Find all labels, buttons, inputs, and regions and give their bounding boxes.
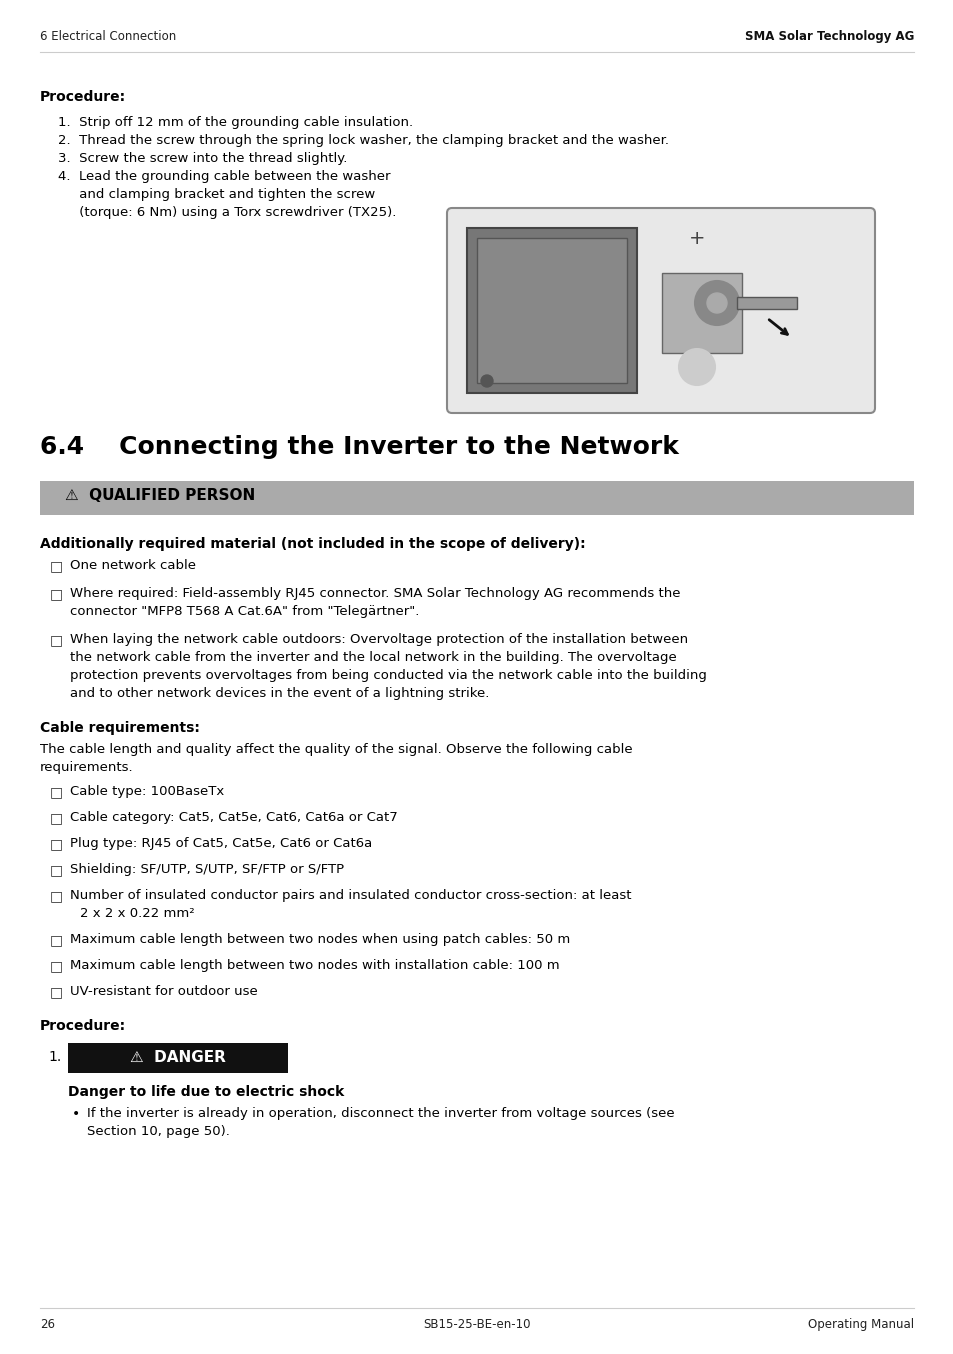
Text: the network cable from the inverter and the local network in the building. The o: the network cable from the inverter and … <box>70 651 676 663</box>
Text: Where required: Field-assembly RJ45 connector. SMA Solar Technology AG recommend: Where required: Field-assembly RJ45 conn… <box>70 588 679 600</box>
Text: □: □ <box>50 984 63 999</box>
Text: Maximum cable length between two nodes when using patch cables: 50 m: Maximum cable length between two nodes w… <box>70 933 570 946</box>
Circle shape <box>706 292 726 313</box>
Text: □: □ <box>50 890 63 903</box>
Text: 4.  Lead the grounding cable between the washer: 4. Lead the grounding cable between the … <box>58 171 390 183</box>
FancyBboxPatch shape <box>447 209 874 413</box>
Text: ⚠  DANGER: ⚠ DANGER <box>130 1049 226 1066</box>
Text: The cable length and quality affect the quality of the signal. Observe the follo: The cable length and quality affect the … <box>40 743 632 756</box>
Text: requirements.: requirements. <box>40 761 133 774</box>
Text: □: □ <box>50 811 63 825</box>
Text: SMA Solar Technology AG: SMA Solar Technology AG <box>744 30 913 43</box>
Text: 1.: 1. <box>48 1049 61 1064</box>
Bar <box>68 1043 288 1072</box>
Text: When laying the network cable outdoors: Overvoltage protection of the installati: When laying the network cable outdoors: … <box>70 634 687 646</box>
Text: Cable category: Cat5, Cat5e, Cat6, Cat6a or Cat7: Cable category: Cat5, Cat5e, Cat6, Cat6a… <box>70 811 397 825</box>
Text: □: □ <box>50 634 63 647</box>
Text: 6.4    Connecting the Inverter to the Network: 6.4 Connecting the Inverter to the Netwo… <box>40 435 679 459</box>
Text: 6 Electrical Connection: 6 Electrical Connection <box>40 30 176 43</box>
Text: □: □ <box>50 837 63 852</box>
Text: □: □ <box>50 785 63 799</box>
Bar <box>661 274 741 353</box>
Text: Shielding: SF/UTP, S/UTP, SF/FTP or S/FTP: Shielding: SF/UTP, S/UTP, SF/FTP or S/FT… <box>70 862 344 876</box>
Text: UV-resistant for outdoor use: UV-resistant for outdoor use <box>70 984 257 998</box>
Text: Danger to life due to electric shock: Danger to life due to electric shock <box>68 1085 344 1099</box>
Circle shape <box>695 282 739 325</box>
Text: ⚠  QUALIFIED PERSON: ⚠ QUALIFIED PERSON <box>65 487 255 502</box>
Text: and clamping bracket and tighten the screw: and clamping bracket and tighten the scr… <box>58 188 375 200</box>
Text: Section 10, page 50).: Section 10, page 50). <box>87 1125 230 1137</box>
Text: 3.  Screw the screw into the thread slightly.: 3. Screw the screw into the thread sligh… <box>58 152 347 165</box>
Text: Cable type: 100BaseTx: Cable type: 100BaseTx <box>70 785 224 798</box>
Circle shape <box>679 349 714 385</box>
Text: One network cable: One network cable <box>70 559 195 571</box>
Text: If the inverter is already in operation, disconnect the inverter from voltage so: If the inverter is already in operation,… <box>87 1108 674 1120</box>
Text: Plug type: RJ45 of Cat5, Cat5e, Cat6 or Cat6a: Plug type: RJ45 of Cat5, Cat5e, Cat6 or … <box>70 837 372 850</box>
Text: □: □ <box>50 588 63 601</box>
Text: •: • <box>71 1108 80 1121</box>
Text: and to other network devices in the event of a lightning strike.: and to other network devices in the even… <box>70 686 489 700</box>
Text: Number of insulated conductor pairs and insulated conductor cross-section: at le: Number of insulated conductor pairs and … <box>70 890 631 902</box>
Text: Operating Manual: Operating Manual <box>807 1317 913 1331</box>
Text: Additionally required material (not included in the scope of delivery):: Additionally required material (not incl… <box>40 538 585 551</box>
Text: SB15-25-BE-en-10: SB15-25-BE-en-10 <box>423 1317 530 1331</box>
Text: 2 x 2 x 0.22 mm²: 2 x 2 x 0.22 mm² <box>80 907 194 919</box>
Bar <box>737 297 796 309</box>
Text: protection prevents overvoltages from being conducted via the network cable into: protection prevents overvoltages from be… <box>70 669 706 682</box>
Text: Procedure:: Procedure: <box>40 1020 126 1033</box>
Bar <box>476 238 626 383</box>
Circle shape <box>480 375 493 387</box>
Text: Procedure:: Procedure: <box>40 89 126 104</box>
Text: □: □ <box>50 959 63 974</box>
Text: +: + <box>688 229 704 248</box>
Text: □: □ <box>50 559 63 573</box>
Bar <box>467 227 637 393</box>
Text: Cable requirements:: Cable requirements: <box>40 720 200 735</box>
Text: (torque: 6 Nm) using a Torx screwdriver (TX25).: (torque: 6 Nm) using a Torx screwdriver … <box>58 206 395 219</box>
Text: □: □ <box>50 862 63 877</box>
Text: Maximum cable length between two nodes with installation cable: 100 m: Maximum cable length between two nodes w… <box>70 959 559 972</box>
Text: □: □ <box>50 933 63 946</box>
Text: 26: 26 <box>40 1317 55 1331</box>
Text: 1.  Strip off 12 mm of the grounding cable insulation.: 1. Strip off 12 mm of the grounding cabl… <box>58 116 413 129</box>
Text: connector "MFP8 T568 A Cat.6A" from "Telegärtner".: connector "MFP8 T568 A Cat.6A" from "Tel… <box>70 605 419 617</box>
Bar <box>40 481 913 515</box>
Text: 2.  Thread the screw through the spring lock washer, the clamping bracket and th: 2. Thread the screw through the spring l… <box>58 134 668 148</box>
